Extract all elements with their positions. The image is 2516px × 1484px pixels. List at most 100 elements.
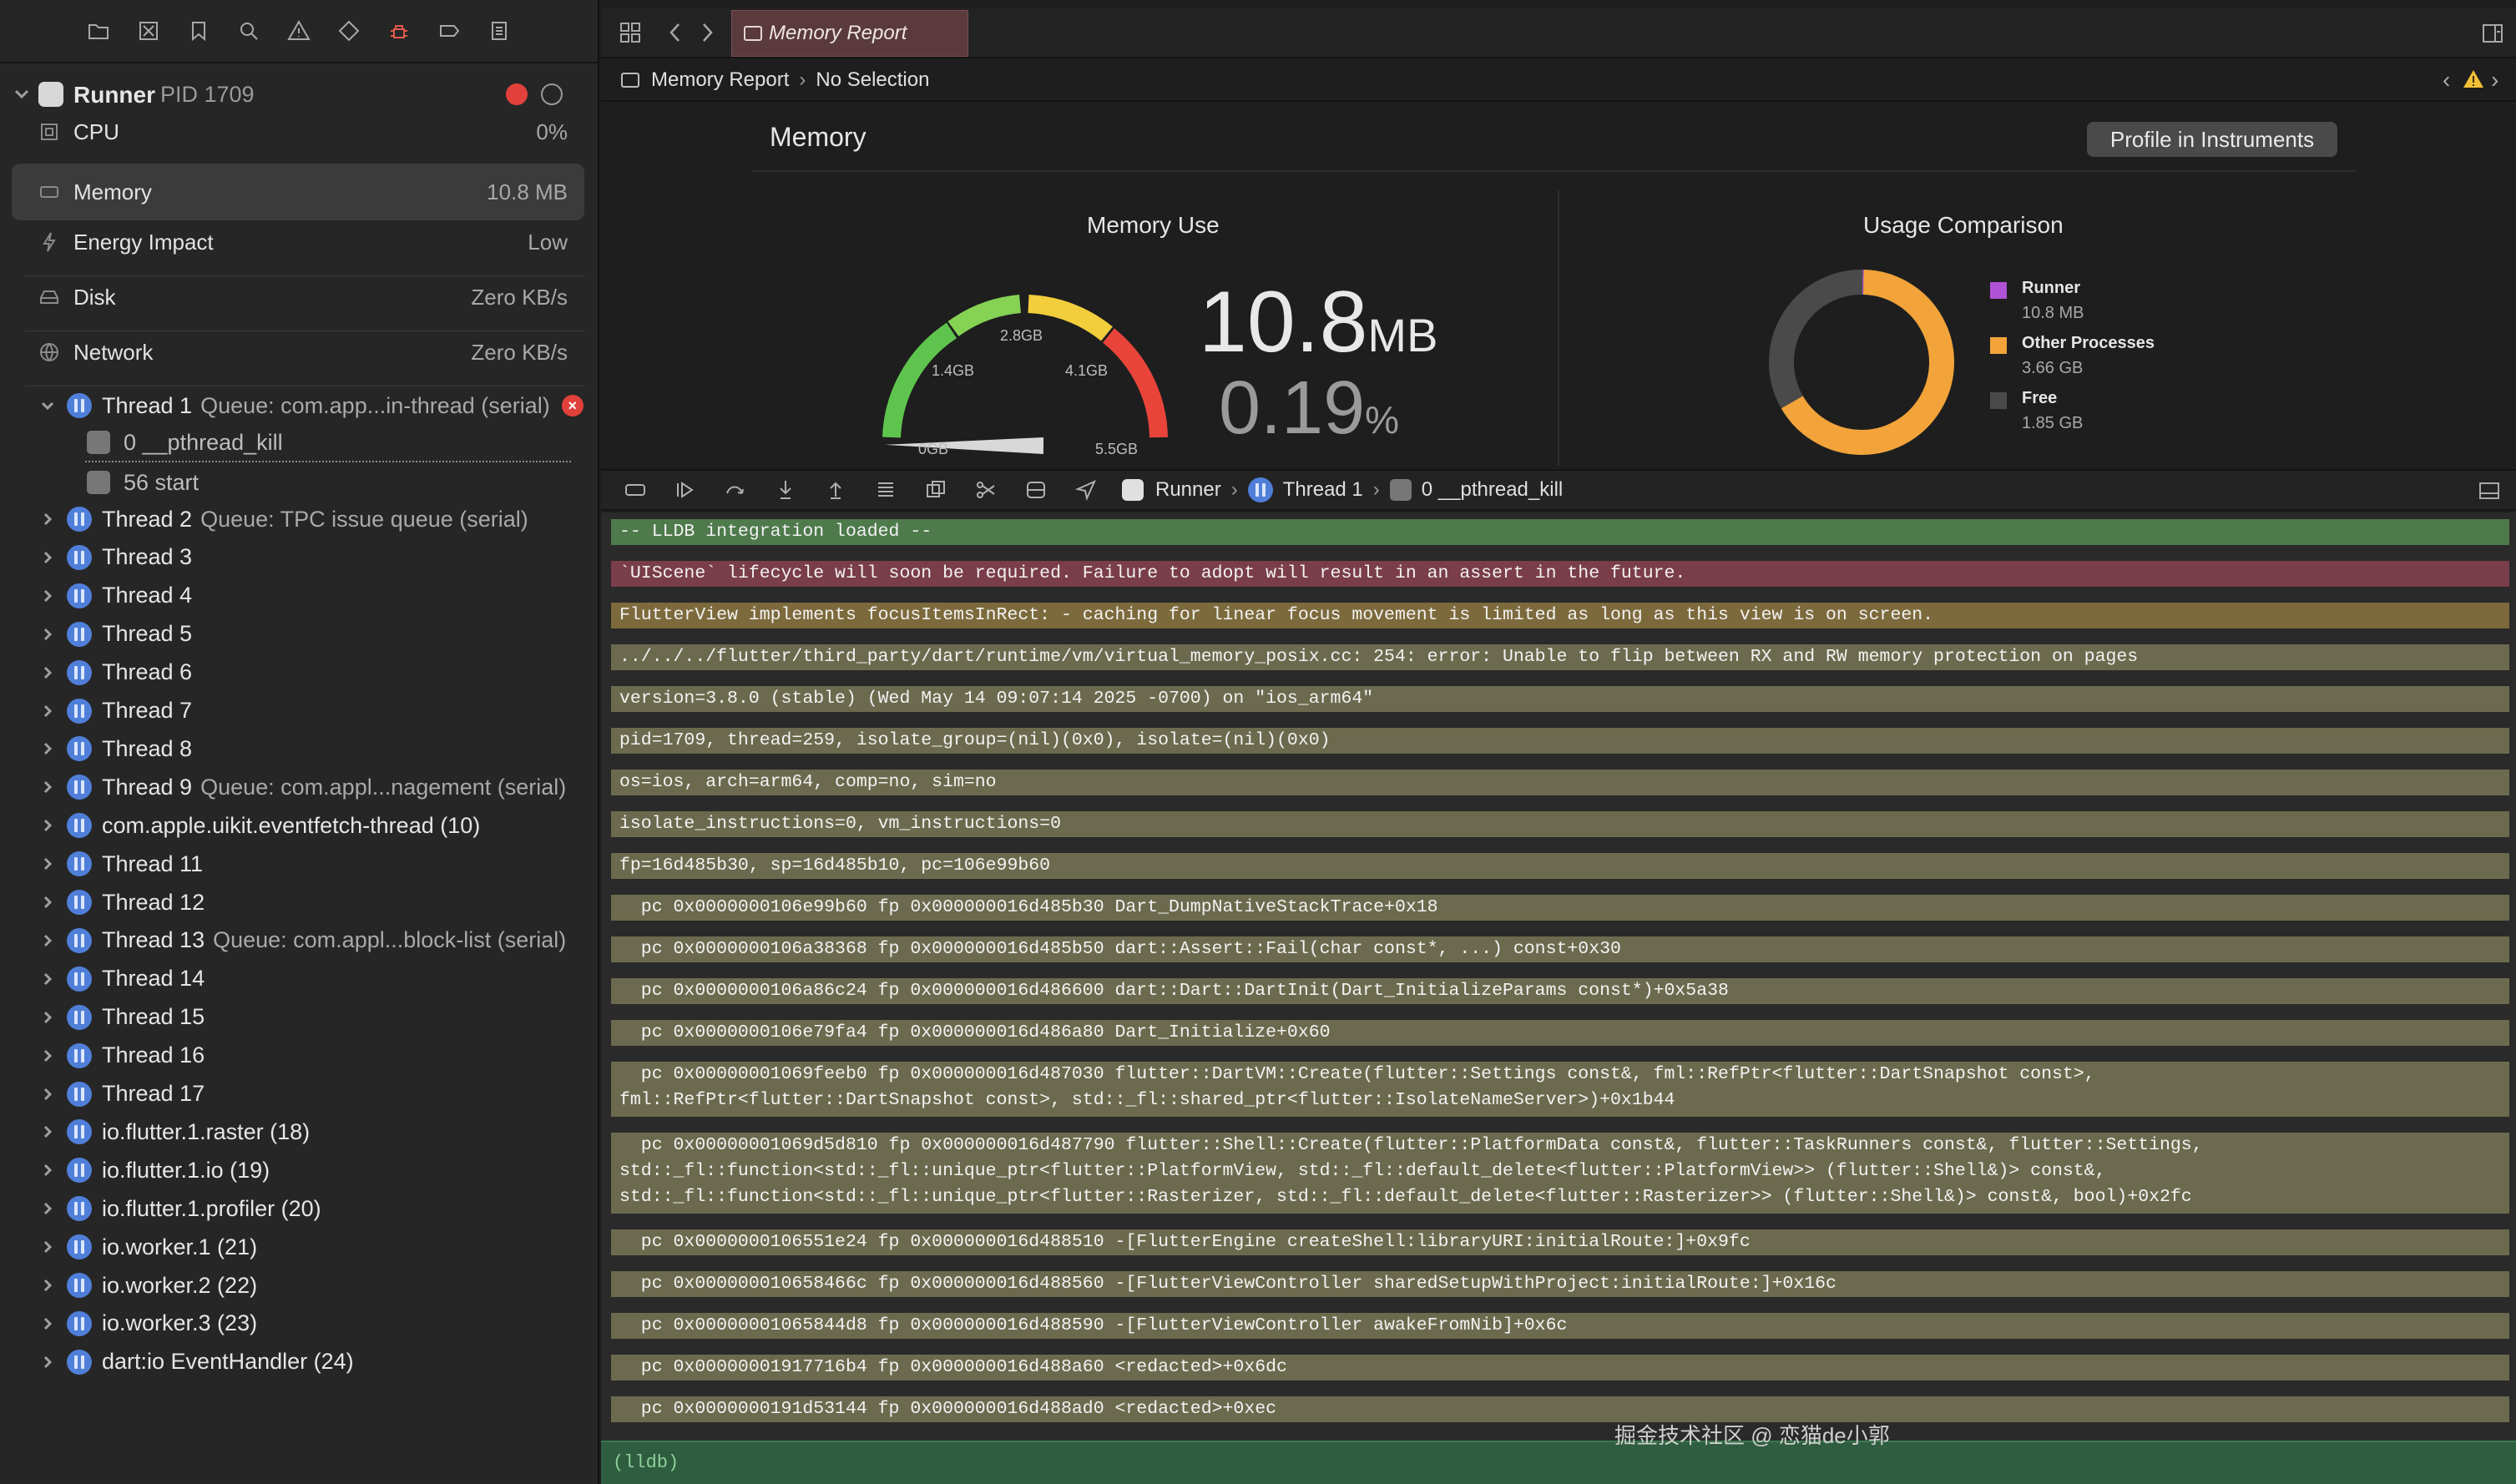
chevron-right-icon[interactable] — [37, 1351, 58, 1373]
chevron-right-icon[interactable] — [37, 1275, 58, 1296]
search-icon[interactable] — [232, 14, 265, 48]
thread-row[interactable]: Thread 15 — [0, 999, 599, 1036]
breadcrumb-frame[interactable]: 0 __pthread_kill — [1421, 478, 1564, 501]
thread-row[interactable]: Thread 5 — [0, 616, 599, 653]
chevron-right-icon[interactable] — [37, 776, 58, 798]
chevron-right-icon[interactable] — [37, 738, 58, 760]
thread-row[interactable]: Thread 11 — [0, 845, 599, 882]
thread-row[interactable]: Thread 13 Queue: com.appl...block-list (s… — [0, 922, 599, 959]
location-icon[interactable] — [1072, 476, 1100, 504]
chevron-right-icon[interactable] — [37, 1159, 58, 1181]
chevron-right-icon[interactable] — [37, 891, 58, 913]
back-icon[interactable] — [663, 20, 688, 45]
thread-row[interactable]: io.flutter.1.profiler (20) — [0, 1190, 599, 1227]
chevron-right-icon[interactable] — [37, 1313, 58, 1335]
chevron-right-icon[interactable] — [37, 662, 58, 684]
chevron-right-icon[interactable] — [37, 700, 58, 722]
continue-icon[interactable] — [671, 476, 700, 504]
thread-row[interactable]: Thread 9 Queue: com.appl...nagement (seri… — [0, 769, 599, 805]
thread-row[interactable]: io.worker.1 (21) — [0, 1229, 599, 1265]
thread-row[interactable]: Thread 12 — [0, 884, 599, 921]
process-pid: PID 1709 — [160, 82, 255, 107]
thread-row[interactable]: io.flutter.1.io (19) — [0, 1152, 599, 1189]
tab-memory-report[interactable]: Memory Report — [731, 10, 968, 57]
thread-icon — [67, 1119, 92, 1145]
test-icon[interactable] — [332, 14, 366, 48]
view-hierarchy-icon[interactable] — [922, 476, 950, 504]
chevron-right-icon[interactable] — [37, 853, 58, 875]
thread-row[interactable]: io.worker.2 (22) — [0, 1267, 599, 1304]
thread-row[interactable]: io.flutter.1.raster (18) — [0, 1113, 599, 1150]
thread-row[interactable]: dart:io EventHandler (24) — [0, 1344, 599, 1381]
process-row[interactable]: Runner PID 1709 — [0, 73, 599, 115]
thread-row[interactable]: Thread 1 Queue: com.app...in-thread (ser… — [0, 387, 599, 424]
thread-row[interactable]: Thread 7 — [0, 693, 599, 729]
chevron-right-icon[interactable] — [37, 585, 58, 607]
disk-icon — [38, 286, 60, 308]
chevron-right-icon[interactable] — [37, 1236, 58, 1258]
breadcrumb-process[interactable]: Runner — [1155, 478, 1221, 501]
hide-console-icon[interactable] — [621, 476, 649, 504]
breakpoint-icon[interactable] — [432, 14, 466, 48]
gauge-cpu[interactable]: CPU 0% — [12, 105, 584, 159]
step-over-icon[interactable] — [721, 476, 750, 504]
warning-icon[interactable] — [282, 14, 316, 48]
gauge-network[interactable]: Network Zero KB/s — [12, 326, 584, 379]
thread-row[interactable]: Thread 8 — [0, 730, 599, 767]
chevron-right-icon[interactable]: › — [2491, 67, 2499, 93]
thread-row[interactable]: Thread 16 — [0, 1037, 599, 1074]
chevron-right-icon[interactable] — [37, 547, 58, 568]
folder-icon[interactable] — [82, 14, 115, 48]
console-layout-icon[interactable] — [2478, 479, 2501, 502]
split-editor-icon[interactable] — [2481, 22, 2504, 45]
bookmark-icon[interactable] — [182, 14, 215, 48]
chevron-right-icon[interactable] — [37, 815, 58, 836]
step-out-icon[interactable] — [821, 476, 850, 504]
breadcrumb-item[interactable]: Memory Report — [651, 68, 790, 91]
gauge-energy[interactable]: Energy Impact Low — [12, 215, 584, 269]
thread-row[interactable]: Thread 2 Queue: TPC issue queue (serial) — [0, 501, 599, 538]
pause-icon[interactable] — [541, 83, 563, 105]
chevron-right-icon[interactable] — [37, 1007, 58, 1028]
warning-icon[interactable] — [2463, 68, 2484, 96]
chevron-right-icon: › — [1230, 478, 1238, 501]
chevron-right-icon[interactable] — [37, 623, 58, 645]
grid-icon[interactable] — [618, 20, 643, 45]
profile-in-instruments-button[interactable]: Profile in Instruments — [2087, 122, 2337, 157]
app-icon — [1122, 479, 1144, 501]
gauge-memory[interactable]: Memory 10.8 MB — [12, 164, 584, 220]
chevron-right-icon[interactable] — [37, 1045, 58, 1067]
environment-icon[interactable] — [1022, 476, 1050, 504]
report-icon[interactable] — [482, 14, 516, 48]
thread-row[interactable]: Thread 6 — [0, 654, 599, 691]
chevron-down-icon[interactable] — [12, 83, 32, 103]
source-control-icon[interactable] — [132, 14, 165, 48]
thread-row[interactable]: Thread 4 — [0, 578, 599, 614]
stack-frame-row[interactable]: 0 __pthread_kill — [0, 424, 599, 461]
memory-graph-icon[interactable] — [972, 476, 1000, 504]
chevron-right-icon[interactable] — [37, 1083, 58, 1105]
stop-icon[interactable] — [506, 83, 528, 105]
step-into-icon[interactable] — [771, 476, 800, 504]
debug-console[interactable]: -- LLDB integration loaded -- `UIScene` l… — [601, 512, 2516, 1441]
forward-icon[interactable] — [695, 20, 720, 45]
chevron-down-icon[interactable] — [37, 395, 58, 416]
lldb-input[interactable]: (lldb) — [601, 1441, 2516, 1484]
chevron-right-icon[interactable] — [37, 930, 58, 951]
chevron-right-icon[interactable] — [37, 968, 58, 990]
frames-icon[interactable] — [872, 476, 900, 504]
chevron-right-icon[interactable] — [37, 1121, 58, 1143]
gauge-disk[interactable]: Disk Zero KB/s — [12, 270, 584, 324]
stack-frame-row[interactable]: 56 start — [0, 464, 599, 501]
thread-row[interactable]: com.apple.uikit.eventfetch-thread (10) — [0, 807, 599, 844]
thread-row[interactable]: Thread 3 — [0, 539, 599, 576]
thread-row[interactable]: Thread 14 — [0, 961, 599, 997]
breadcrumb-thread[interactable]: Thread 1 — [1282, 478, 1363, 501]
chevron-right-icon[interactable] — [37, 508, 58, 530]
thread-row[interactable]: io.worker.3 (23) — [0, 1305, 599, 1342]
breadcrumb-item[interactable]: No Selection — [816, 68, 930, 91]
debug-icon[interactable] — [382, 14, 416, 48]
thread-row[interactable]: Thread 17 — [0, 1076, 599, 1113]
chevron-left-icon[interactable]: ‹ — [2443, 67, 2451, 93]
chevron-right-icon[interactable] — [37, 1198, 58, 1219]
